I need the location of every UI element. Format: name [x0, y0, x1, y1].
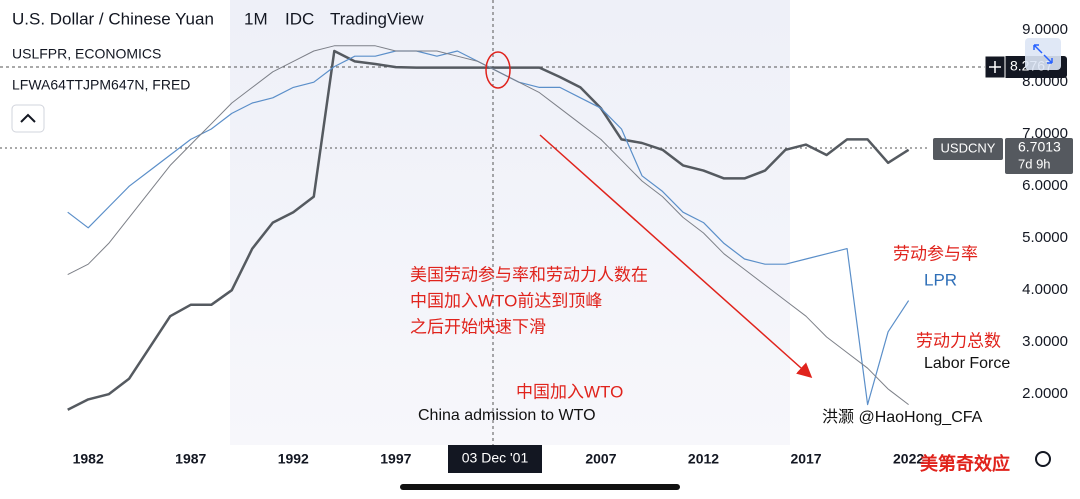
series-label: 劳动力总数	[916, 331, 1001, 350]
series-label: 劳动参与率	[893, 244, 978, 263]
fullscreen-button[interactable]	[1025, 38, 1061, 70]
symbol-tag	[933, 138, 1003, 160]
last-price: 6.7013	[1018, 139, 1061, 155]
series-line	[67, 45, 909, 405]
annotation: 中国加入WTO	[516, 382, 623, 401]
symbol-tag-label: USDCNY	[941, 140, 996, 155]
x-tick-label: 1992	[278, 451, 309, 467]
x-tick-label: 2007	[585, 451, 616, 467]
y-tick-label: 5.0000	[1022, 229, 1068, 246]
series-label: Labor Force	[924, 355, 1010, 372]
interval: 1M	[244, 9, 268, 28]
x-tick-label: 1987	[175, 451, 206, 467]
annotation: 美国劳动参与率和劳动力人数在	[410, 265, 648, 284]
arrow	[539, 134, 813, 378]
crosshair-date: 03 Dec '01	[462, 450, 529, 466]
y-tick-label: 4.0000	[1022, 281, 1068, 298]
y-tick-label: 2.0000	[1022, 385, 1068, 402]
collapse-button[interactable]	[11, 104, 45, 133]
annotation: China admission to WTO	[418, 407, 596, 424]
series-label: LPR	[924, 270, 957, 289]
source: TradingView	[330, 9, 424, 28]
indicator-label: USLFPR, ECONOMICS	[12, 46, 161, 62]
watermark: 美第奇效应	[920, 453, 1010, 474]
y-tick-label: 7.0000	[1022, 125, 1068, 142]
x-tick-label: 1982	[73, 451, 104, 467]
home-indicator	[400, 484, 680, 490]
chart-title: U.S. Dollar / Chinese Yuan	[12, 9, 214, 28]
x-tick-label: 2017	[790, 451, 821, 467]
series-line	[67, 49, 910, 411]
x-tick-label: 2012	[688, 451, 719, 467]
settings-button[interactable]	[1035, 451, 1051, 467]
y-tick-label: 6.0000	[1022, 177, 1068, 194]
x-tick-label: 1997	[380, 451, 411, 467]
annotation: 中国加入WTO前达到顶峰	[410, 291, 602, 310]
x-tick-label: 2022	[893, 451, 924, 467]
collapse-icon	[20, 113, 36, 123]
plus-icon	[989, 61, 1001, 73]
last-price-tag	[1005, 138, 1073, 174]
countdown: 7d 9h	[1018, 156, 1051, 171]
fullscreen-icon	[1033, 44, 1053, 64]
annotation: 之后开始快速下滑	[410, 317, 546, 336]
credit: 洪灏 @HaoHong_CFA	[822, 408, 983, 426]
indicator-label: LFWA64TTJPM647N, FRED	[12, 77, 190, 93]
highlight-circle	[485, 51, 511, 89]
crosshair-date-tag	[448, 445, 542, 473]
exchange: IDC	[285, 9, 314, 28]
y-tick-label: 3.0000	[1022, 333, 1068, 350]
y-tick-label: 9.0000	[1022, 21, 1068, 38]
